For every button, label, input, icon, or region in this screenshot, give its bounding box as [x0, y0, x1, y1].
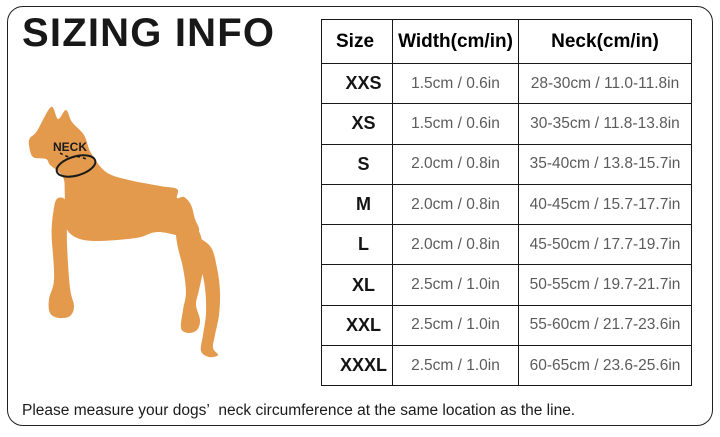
- svg-text:NECK: NECK: [53, 140, 87, 154]
